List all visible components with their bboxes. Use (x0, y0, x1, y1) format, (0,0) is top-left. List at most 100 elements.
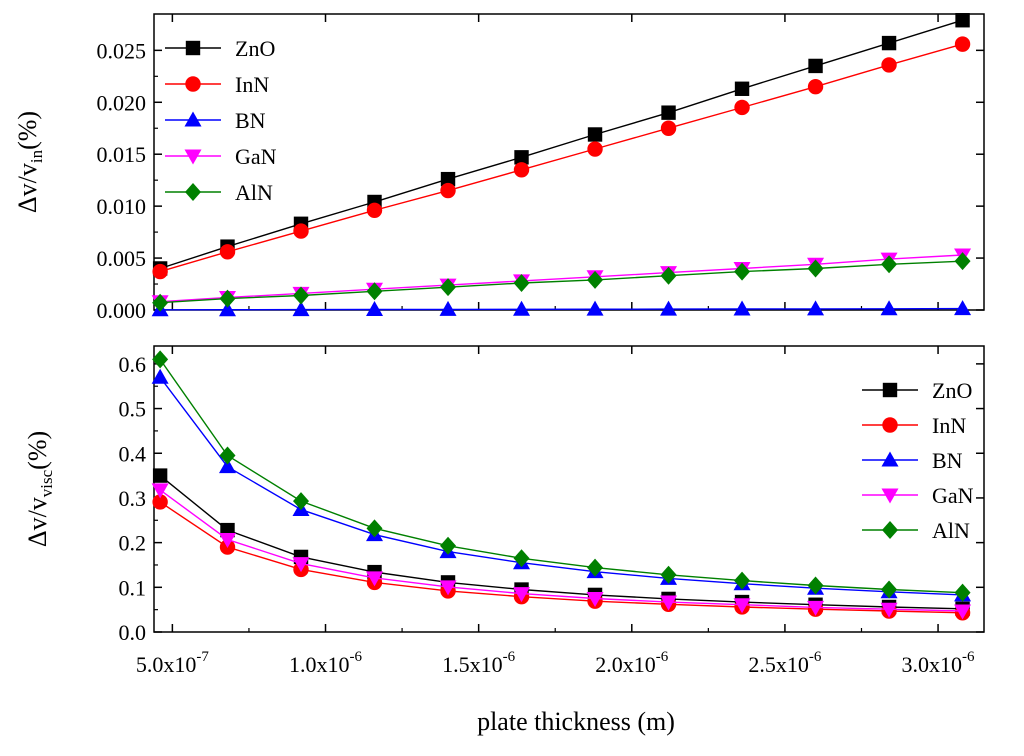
data-point-gan (586, 591, 604, 607)
legend: ZnO InN BN GaN AlN (862, 378, 974, 543)
legend-label-zno: ZnO (235, 36, 275, 61)
legend-marker-inn (882, 417, 898, 433)
data-point-inn (734, 99, 750, 116)
x-tick-label: 2.0x10-6 (595, 649, 668, 677)
data-point-gan (151, 483, 169, 499)
data-point-zno (440, 171, 456, 187)
data-point-aln (293, 492, 310, 511)
legend-marker-bn (881, 451, 899, 467)
data-point-aln (954, 252, 971, 271)
data-point-aln (734, 262, 751, 281)
series-line-inn (159, 501, 963, 614)
y-tick-label: 0.6 (119, 352, 147, 377)
y-axis-title: Δv/vvisc(%) (23, 431, 56, 547)
x-axis-title: plate thickness (m) (477, 707, 675, 736)
y-tick-label: 0.4 (119, 441, 147, 466)
legend-label-gan: GaN (235, 144, 277, 169)
data-point-zno (881, 35, 897, 51)
series-line-zno (159, 19, 963, 270)
legend-label-aln: AlN (932, 518, 970, 543)
data-point-inn (152, 263, 168, 280)
data-point-zno (734, 81, 750, 96)
legend-label-gan: GaN (932, 483, 974, 508)
data-point-bn (586, 300, 604, 316)
y-tick-label: 0.0 (119, 620, 147, 645)
plot-frame (153, 13, 985, 311)
y-tick-label: 0.2 (119, 531, 147, 556)
legend-label-aln: AlN (235, 180, 273, 205)
data-point-aln (807, 576, 824, 595)
series-line-aln (159, 358, 963, 594)
data-point-bn (366, 300, 384, 316)
data-point-gan (880, 602, 898, 618)
data-point-bn (660, 300, 678, 316)
data-point-gan (733, 598, 751, 614)
data-point-inn (293, 223, 309, 239)
legend-label-inn: InN (932, 413, 966, 438)
legend-marker-gan (881, 488, 899, 504)
data-point-gan (219, 532, 237, 548)
legend-marker-zno (185, 40, 201, 56)
data-point-aln (734, 571, 751, 590)
data-point-aln (366, 282, 383, 301)
y-tick-label: 0.000 (97, 298, 147, 323)
y-tick-label: 0.015 (97, 142, 147, 167)
data-point-inn (881, 57, 897, 73)
data-point-aln (152, 293, 169, 312)
data-point-inn (660, 120, 677, 136)
data-point-aln (587, 558, 604, 577)
series-line-bn (159, 376, 963, 596)
x-tick-label: 1.5x10-6 (442, 649, 515, 677)
y-tick-label: 0.1 (119, 575, 147, 600)
series-line-bn (160, 307, 963, 311)
legend-label-bn: BN (932, 448, 963, 473)
series-line-inn (159, 43, 963, 273)
series-aln (152, 350, 971, 602)
data-point-gan (292, 557, 310, 573)
data-point-zno (152, 468, 168, 483)
data-point-gan (366, 571, 384, 587)
series-line-gan (159, 489, 963, 612)
data-point-aln (807, 259, 824, 278)
data-point-inn (954, 36, 971, 52)
data-point-aln (219, 446, 236, 465)
y-tick-label: 0.3 (119, 486, 147, 511)
y-tick-label: 0.025 (97, 38, 147, 63)
data-point-bn (219, 301, 237, 317)
y-tick-label: 0.5 (119, 397, 147, 422)
data-point-gan (513, 587, 531, 603)
data-point-bn (219, 458, 237, 474)
bottom-panel: 0.0 0.1 0.2 0.3 0.4 0.5 0.6 5.0x10-7 1.0x10-6 1.5… (23, 345, 985, 677)
legend-label-zno: ZnO (932, 378, 972, 403)
x-tick-label: 1.0x10-6 (289, 649, 362, 677)
legend-label-bn: BN (235, 108, 266, 133)
data-point-zno (955, 13, 970, 28)
data-point-bn (807, 300, 825, 316)
data-point-aln (513, 549, 530, 568)
data-point-inn (366, 202, 383, 218)
data-point-aln (881, 255, 898, 274)
data-point-bn (292, 301, 310, 317)
data-point-aln (440, 536, 457, 555)
data-point-aln (440, 278, 457, 297)
legend-label-inn: InN (235, 72, 269, 97)
y-tick-label: 0.010 (97, 194, 147, 219)
legend-marker-gan (184, 149, 202, 165)
data-point-aln (954, 583, 971, 602)
series-line-aln (160, 260, 963, 304)
data-point-inn (440, 182, 456, 199)
legend-marker-aln (882, 521, 898, 539)
series-aln (152, 252, 971, 312)
data-point-gan (439, 580, 457, 596)
data-point-inn (587, 141, 603, 157)
series-inn (152, 494, 971, 621)
data-point-zno (808, 58, 823, 74)
x-tick-label: 5.0x10-7 (136, 649, 209, 677)
plot-frame (153, 345, 985, 633)
legend-marker-inn (185, 76, 201, 92)
data-point-gan (660, 595, 678, 611)
series-zno (152, 468, 970, 616)
data-point-bn (513, 300, 531, 316)
data-point-gan (954, 604, 972, 620)
